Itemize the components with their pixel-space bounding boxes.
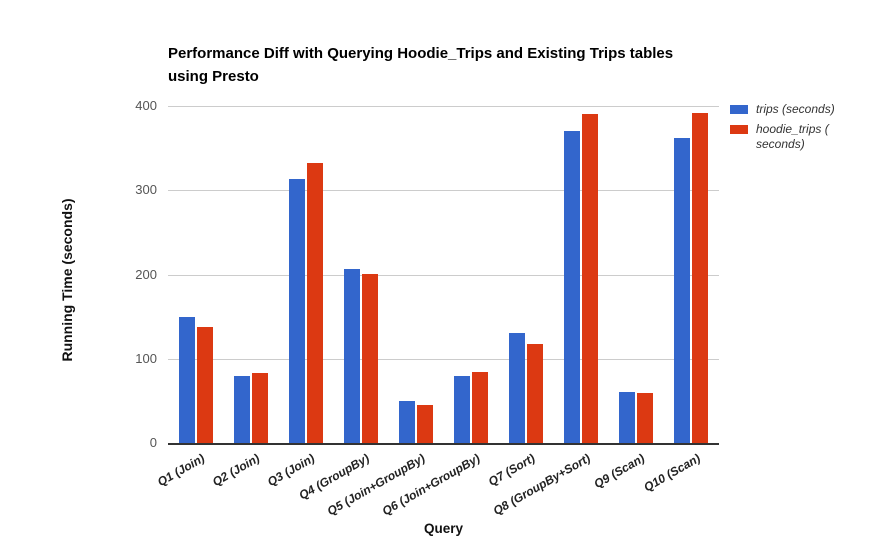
bar-trips-seconds-q3[interactable] (288, 179, 305, 443)
bar-hoodie-trips-seconds-q3[interactable] (306, 163, 323, 443)
y-axis-title: Running Time (seconds) (59, 198, 75, 362)
gridline-400 (168, 106, 719, 107)
x-tick-label-q5: Q5 (Join+GroupBy) (324, 451, 427, 519)
legend-label: trips (seconds) (756, 102, 835, 117)
chart-title-line1: Performance Diff with Querying Hoodie_Tr… (168, 45, 674, 62)
bar-trips-seconds-q5[interactable] (398, 400, 415, 443)
bar-hoodie-trips-seconds-q5[interactable] (416, 405, 433, 443)
y-tick-label-200: 200 (135, 266, 157, 282)
gridline-300 (168, 190, 719, 192)
plot-area (168, 106, 719, 445)
x-tick-label-q10: Q10 (Scan) (641, 451, 703, 495)
x-axis-title: Query (423, 521, 464, 536)
bar-hoodie-trips-seconds-q8[interactable] (582, 114, 599, 443)
bar-hoodie-trips-seconds-q6[interactable] (472, 372, 489, 443)
legend-label-line: seconds) (756, 137, 805, 151)
bar-hoodie-trips-seconds-q2[interactable] (251, 373, 268, 443)
legend-swatch-icon (730, 125, 748, 134)
bar-hoodie-trips-seconds-q4[interactable] (361, 273, 378, 443)
y-tick-label-100: 100 (135, 350, 157, 366)
legend-item-hoodie-trips[interactable]: hoodie_trips (seconds) (730, 122, 880, 152)
bar-hoodie-trips-seconds-q9[interactable] (637, 393, 654, 443)
bar-group-4 (333, 106, 388, 443)
legend: trips (seconds) hoodie_trips (seconds) (730, 102, 880, 157)
gridline-100 (168, 358, 719, 360)
y-tick-label-300: 300 (135, 182, 157, 198)
x-tick-label-q9: Q9 (Scan) (591, 451, 648, 492)
bar-group-5 (388, 106, 443, 443)
bar-group-1 (168, 106, 223, 443)
bar-trips-seconds-q2[interactable] (233, 375, 250, 443)
bar-group-8 (554, 106, 609, 443)
legend-label: hoodie_trips (seconds) (756, 122, 829, 152)
bar-trips-seconds-q9[interactable] (619, 392, 636, 443)
bar-trips-seconds-q8[interactable] (564, 131, 581, 443)
bar-group-3 (278, 106, 333, 443)
x-tick-label-q1: Q1 (Join) (154, 451, 207, 490)
bar-group-7 (499, 106, 554, 443)
bar-group-2 (223, 106, 278, 443)
bar-group-6 (443, 106, 498, 443)
bar-hoodie-trips-seconds-q10[interactable] (692, 112, 709, 443)
bar-group-9 (609, 106, 664, 443)
bar-trips-seconds-q1[interactable] (178, 316, 195, 443)
y-tick-label-400: 400 (135, 98, 157, 113)
legend-label-line: trips (seconds) (756, 102, 835, 116)
legend-item-trips[interactable]: trips (seconds) (730, 102, 880, 117)
chart-title-line2: using Presto (168, 68, 259, 85)
bar-trips-seconds-q7[interactable] (509, 333, 526, 443)
legend-label-line: hoodie_trips ( (756, 122, 829, 136)
bar-trips-seconds-q6[interactable] (454, 375, 471, 443)
bar-hoodie-trips-seconds-q7[interactable] (527, 344, 544, 443)
bar-group-10 (664, 106, 719, 443)
bar-hoodie-trips-seconds-q1[interactable] (196, 326, 213, 443)
gridline-200 (168, 274, 719, 276)
x-tick-label-q8: Q8 (GroupBy+Sort) (490, 451, 593, 518)
bar-trips-seconds-q10[interactable] (674, 138, 691, 443)
legend-swatch-icon (730, 105, 748, 114)
x-tick-label-q6: Q6 (Join+GroupBy) (379, 451, 483, 519)
bar-trips-seconds-q4[interactable] (343, 268, 360, 443)
x-tick-label-q2: Q2 (Join) (209, 451, 262, 490)
y-tick-label-0: 0 (149, 435, 157, 450)
chart-title: Performance Diff with Querying Hoodie_Tr… (168, 42, 728, 88)
